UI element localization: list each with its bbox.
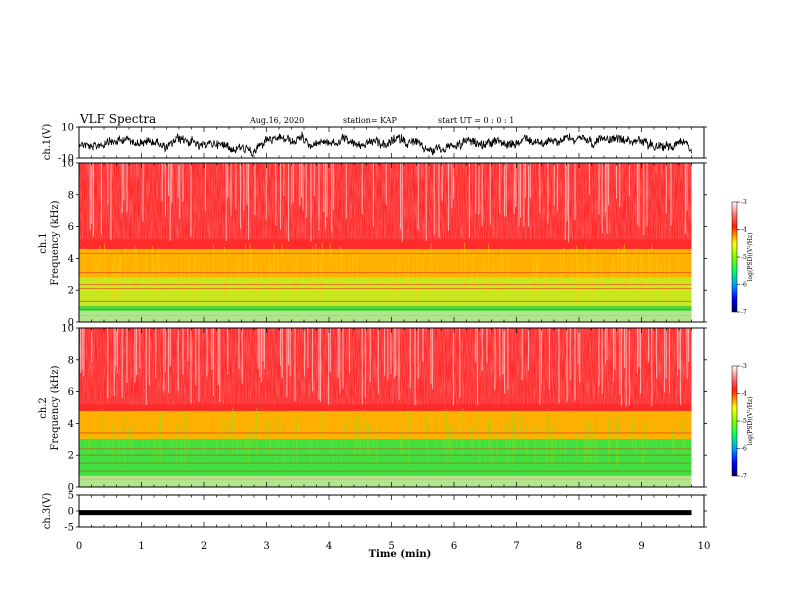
ch2-ytick-label-0: 0	[68, 483, 74, 494]
ch2-ytick-label-2: 2	[68, 451, 74, 462]
ch1-spectrogram-ylabel-freq: Frequency (kHz)	[50, 200, 61, 285]
start-time-label: start UT = 0 : 0 : 1	[438, 116, 514, 125]
ch2-ytick-label-6: 6	[68, 387, 74, 398]
ch2-spectrogram-panel: 0 2 4 6 8 10	[61, 324, 707, 494]
ch1-colorbar-label: log(PSD)(V²/Hz)	[747, 233, 754, 282]
ch1-ytick-label-2: 2	[68, 286, 74, 297]
ch1-spectrogram-panel: 0 2 4 6 8 10	[61, 159, 707, 329]
x-tick-label-4: 4	[326, 541, 332, 552]
ch1-ytick-label-6: 6	[68, 222, 74, 233]
ch2-colorbar-scale	[731, 365, 738, 477]
ch1-ytick-label-4: 4	[68, 254, 74, 265]
x-tick-label-9: 9	[638, 541, 644, 552]
x-tick-label-10: 10	[698, 541, 711, 552]
ch1-waveform-trace	[78, 131, 692, 158]
spectrogram-lowband	[79, 475, 692, 487]
x-tick-label-5: 5	[388, 541, 394, 552]
ch3-waveform-panel: 50-50 1 2 3 4 5 6 7 8 9 10	[64, 491, 710, 553]
ch3-ytick-label-5: 5	[68, 491, 74, 502]
x-tick-label-8: 8	[576, 541, 582, 552]
ch3-waveform-trace	[79, 510, 692, 516]
spectrogram-band-1	[79, 410, 692, 440]
colorbar-tick-label--4: -4	[741, 227, 747, 234]
colorbar-tick-label--3: -3	[741, 199, 747, 206]
ch1-waveform-panel: 10 -10	[58, 123, 707, 165]
spectrogram-speckle	[79, 328, 692, 405]
ch2-ytick-label-8: 8	[68, 355, 74, 366]
x-axis-label: Time (min)	[369, 549, 432, 560]
spectrogram-lowband	[79, 310, 692, 322]
ch2-spectrogram-ylabel-ch: ch.2	[38, 397, 49, 419]
ch1-spectrogram-ylabel-ch: ch.1	[38, 232, 49, 254]
x-tick-label-6: 6	[451, 541, 457, 552]
x-tick-label-2: 2	[201, 541, 207, 552]
ch2-ytick-label-4: 4	[68, 419, 74, 430]
ch2-colorbar: log(PSD)(V²/Hz) -3 -4 -5 -6 -7	[731, 363, 754, 480]
colorbar-tick-label--5: -5	[741, 418, 747, 425]
colorbar-tick-label--3: -3	[741, 363, 747, 370]
colorbar-tick-label--4: -4	[741, 391, 747, 398]
ch2-colorbar-ticks: -3 -4 -5 -6 -7	[737, 363, 747, 480]
colorbar-tick-label--7: -7	[741, 309, 747, 316]
ch1-ytick-label-8: 8	[68, 190, 74, 201]
date-label: Aug.16, 2020	[249, 116, 304, 125]
ch1-ytick-label-10: 10	[61, 123, 74, 134]
ch1-ytick-label-0: 0	[68, 318, 74, 329]
ch1-colorbar-scale	[731, 201, 738, 313]
figure-title: VLF Spectra	[79, 112, 156, 126]
ch3-ytick-label-0: 0	[68, 507, 74, 518]
x-tick-label-3: 3	[263, 541, 269, 552]
spectrogram-speckle	[79, 163, 692, 240]
ch1-colorbar: log(PSD)(V²/Hz) -3 -4 -5 -6 -7	[731, 199, 754, 316]
spectrogram-band-2	[79, 248, 692, 278]
ch1-colorbar-ticks: -3 -4 -5 -6 -7	[737, 199, 747, 316]
colorbar-tick-label--5: -5	[741, 254, 747, 261]
spectrogram-band-1	[79, 277, 692, 307]
ch1-waveform-ylabel: ch.1(V)	[42, 124, 53, 161]
ch2-colorbar-label: log(PSD)(V²/Hz)	[747, 397, 754, 446]
ch3-ytick-label--5: -5	[64, 523, 74, 534]
ch2-ytick-label-10: 10	[61, 324, 74, 335]
colorbar-tick-label--7: -7	[741, 473, 747, 480]
ch2-spectrogram-ylabel-freq: Frequency (kHz)	[50, 365, 61, 450]
ch1-ytick-label--10: -10	[58, 154, 74, 165]
x-tick-label-1: 1	[138, 541, 144, 552]
x-tick-label-0: 0	[76, 541, 82, 552]
ch3-waveform-ylabel: ch.3(V)	[42, 493, 53, 530]
x-tick-label-7: 7	[513, 541, 519, 552]
colorbar-tick-label--6: -6	[741, 446, 747, 453]
station-label: station= KAP	[343, 116, 398, 125]
ch1-ytick-label-10: 10	[61, 159, 74, 170]
colorbar-tick-label--6: -6	[741, 282, 747, 289]
